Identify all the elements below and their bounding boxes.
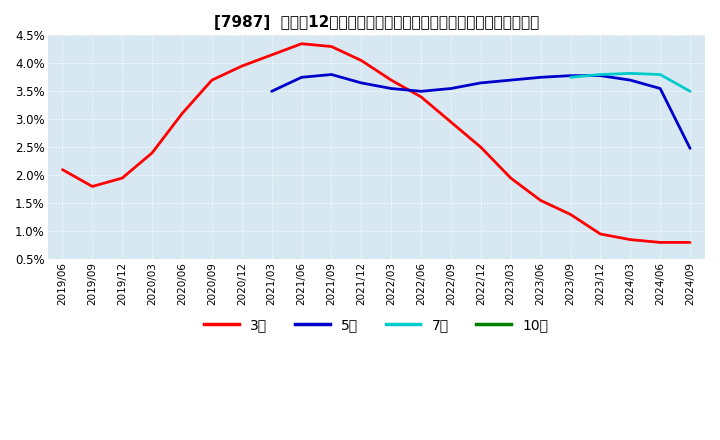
3年 xyxy=(357,58,366,63)
Line: 7年: 7年 xyxy=(570,73,690,92)
5年 xyxy=(446,86,455,91)
3年 xyxy=(685,240,694,245)
3年 xyxy=(446,119,455,125)
5年 xyxy=(626,77,634,83)
5年 xyxy=(536,75,545,80)
5年 xyxy=(477,80,485,85)
7年 xyxy=(626,71,634,76)
3年 xyxy=(88,184,96,189)
5年 xyxy=(685,146,694,151)
3年 xyxy=(148,150,156,155)
5年 xyxy=(297,75,306,80)
5年 xyxy=(596,73,605,78)
3年 xyxy=(178,111,186,116)
3年 xyxy=(417,94,426,99)
7年 xyxy=(685,89,694,94)
Legend: 3年, 5年, 7年, 10年: 3年, 5年, 7年, 10年 xyxy=(199,312,554,337)
5年 xyxy=(327,72,336,77)
3年 xyxy=(58,167,67,172)
7年 xyxy=(656,72,665,77)
3年 xyxy=(118,176,127,181)
3年 xyxy=(596,231,605,237)
7年 xyxy=(566,75,575,80)
3年 xyxy=(267,52,276,58)
3年 xyxy=(626,237,634,242)
5年 xyxy=(656,86,665,91)
Title: [7987]  売上高12か月移動合計の対前年同期増減率の標準偏差の推移: [7987] 売上高12か月移動合計の対前年同期増減率の標準偏差の推移 xyxy=(214,15,539,30)
3年 xyxy=(238,63,246,69)
5年 xyxy=(267,89,276,94)
3年 xyxy=(327,44,336,49)
5年 xyxy=(357,80,366,85)
Line: 5年: 5年 xyxy=(271,74,690,148)
3年 xyxy=(566,212,575,217)
3年 xyxy=(207,77,216,83)
3年 xyxy=(506,176,515,181)
7年 xyxy=(596,72,605,77)
5年 xyxy=(566,73,575,78)
5年 xyxy=(506,77,515,83)
Line: 3年: 3年 xyxy=(63,44,690,242)
5年 xyxy=(417,89,426,94)
3年 xyxy=(656,240,665,245)
3年 xyxy=(477,145,485,150)
3年 xyxy=(387,77,395,83)
3年 xyxy=(536,198,545,203)
3年 xyxy=(297,41,306,46)
5年 xyxy=(387,86,395,91)
